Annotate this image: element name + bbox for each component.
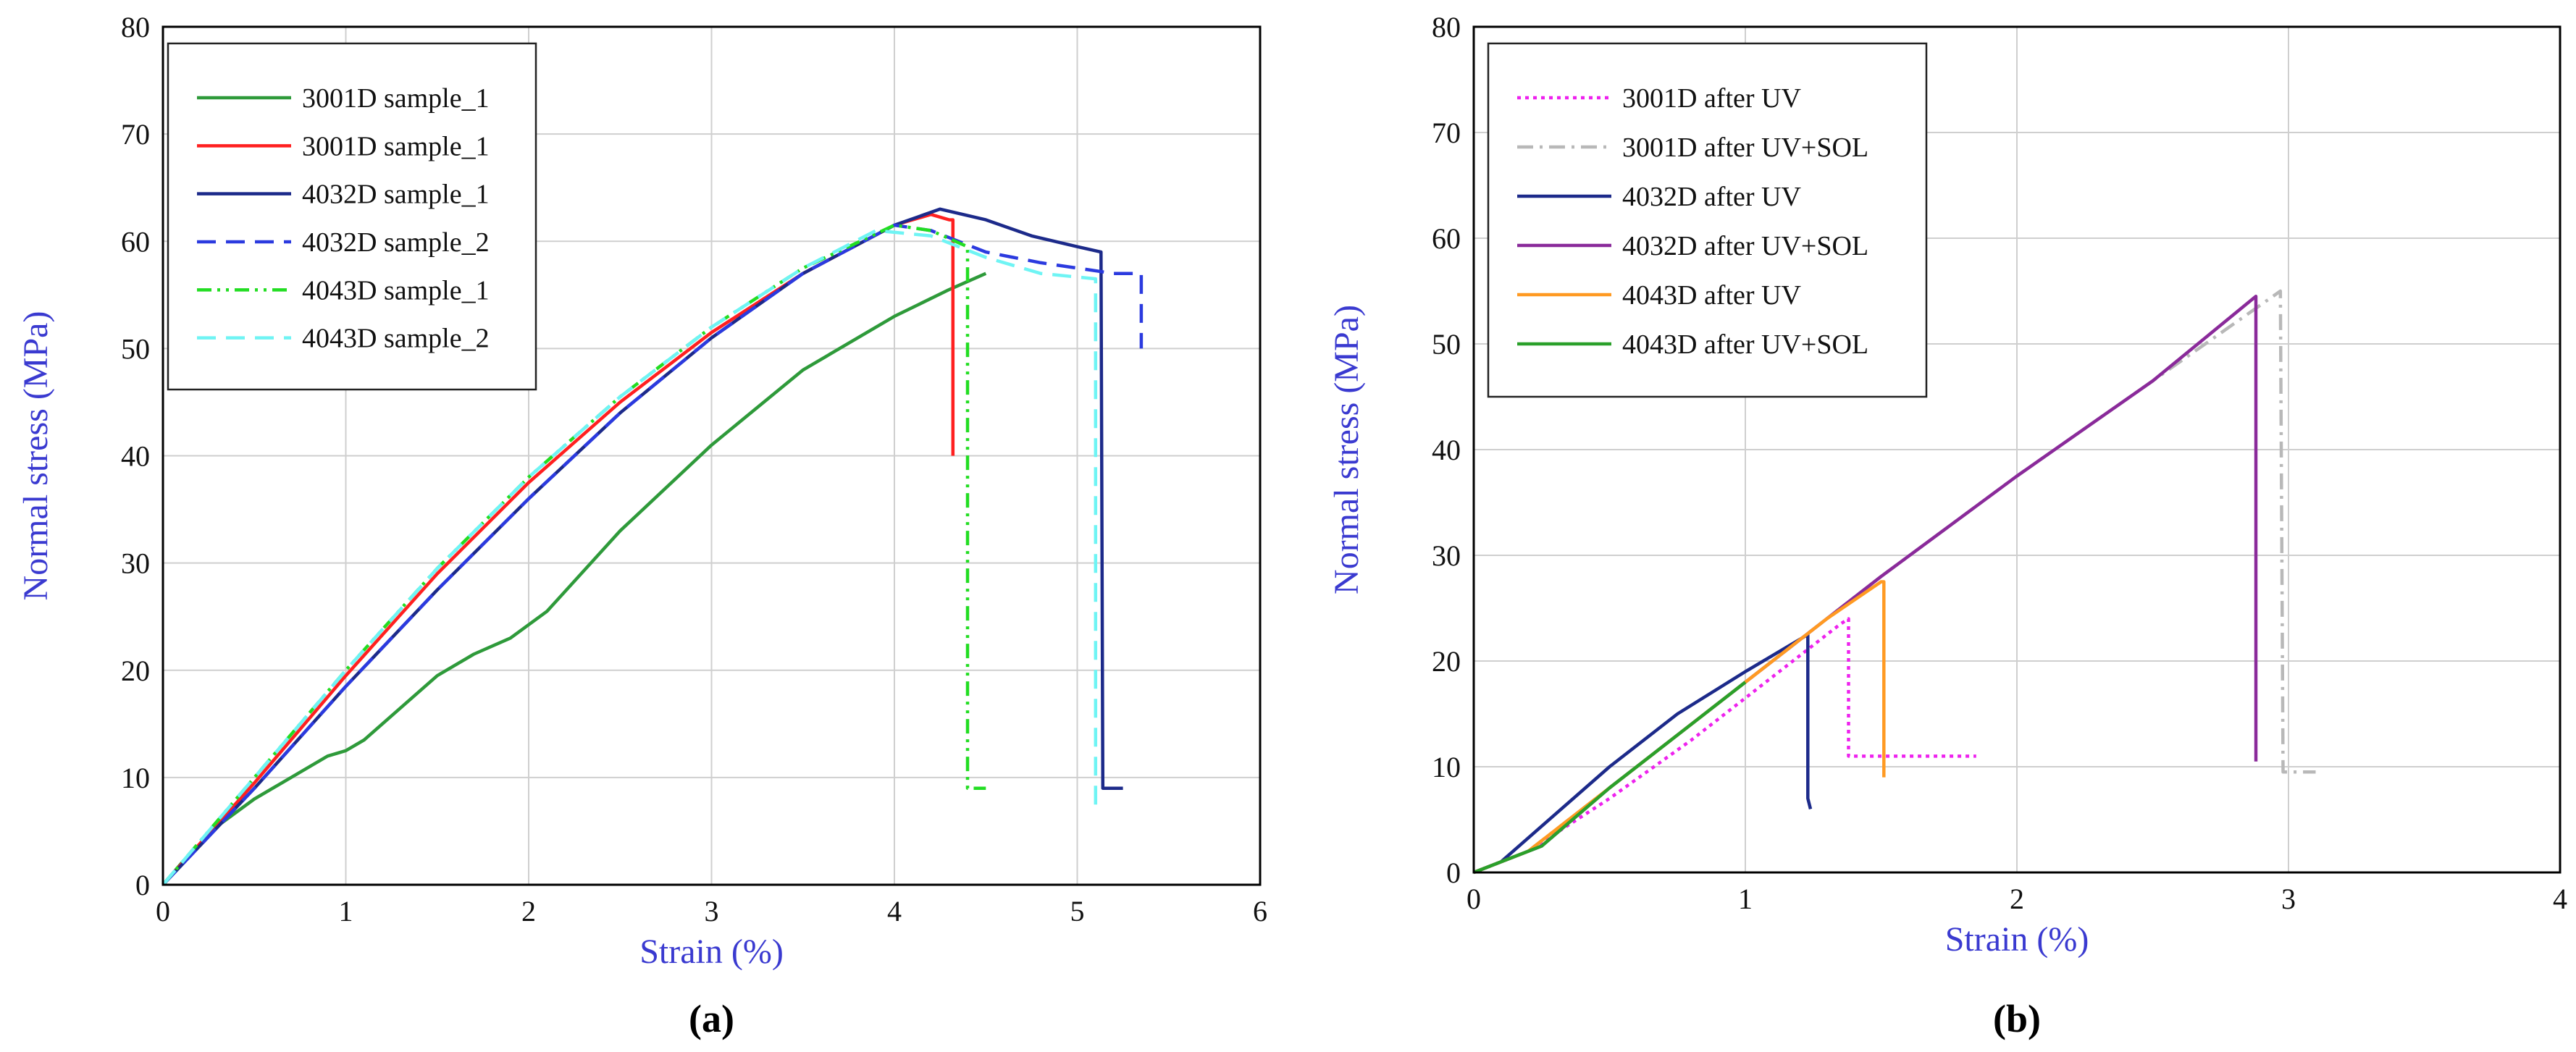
legend-label: 3001D sample_1 [302,83,490,114]
legend-label: 3001D sample_1 [302,131,490,161]
x-tick-label: 2 [2010,883,2024,915]
legend-label: 4043D sample_1 [302,275,490,306]
y-tick-label: 0 [135,869,150,901]
panel-b-series [1473,289,2316,875]
x-tick-label: 1 [1738,883,1753,915]
panel-a-series [161,207,1144,886]
legend-label: 4032D after UV+SOL [1622,231,1868,261]
y-tick-label: 50 [1432,328,1461,361]
panel-b-y-axis-title: Normal stress (MPa) [1327,305,1366,594]
legend-box [1487,42,1928,398]
y-tick-label: 50 [121,332,150,365]
legend-label: 4043D after UV+SOL [1622,329,1868,360]
y-tick-label: 10 [121,762,150,794]
panel-b-legend: 3001D after UV 3001D after UV+SOL 4032D af… [1487,42,1928,398]
y-tick-label: 70 [121,118,150,151]
y-tick-label: 10 [1432,751,1461,783]
y-tick-label: 60 [121,225,150,258]
panel-a-plot-frame [161,25,1262,886]
panel-b-label: (b) [1993,997,2041,1040]
y-tick-label: 20 [1432,645,1461,678]
legend-label: 3001D after UV+SOL [1622,132,1868,163]
y-tick-label: 0 [1446,857,1461,889]
series-line-6 [161,229,1098,886]
y-tick-label: 80 [121,11,150,43]
legend-label: 4032D sample_1 [302,180,490,210]
panel-b-plot-frame [1472,25,2562,874]
x-tick-label: 4 [2553,883,2567,915]
y-tick-label: 80 [1432,11,1461,43]
x-tick-label: 0 [156,895,170,927]
y-tick-label: 40 [121,440,150,473]
series-line-1 [161,272,987,886]
y-tick-label: 60 [1432,222,1461,255]
series-line-2 [161,212,955,886]
legend-label: 4032D after UV [1622,182,1801,212]
series-line-6 [1473,681,1747,875]
y-tick-label: 30 [121,547,150,580]
panel-a-y-axis-title: Normal stress (MPa) [17,311,55,601]
y-tick-label: 70 [1432,117,1461,149]
legend-label: 4043D after UV [1622,280,1801,311]
x-tick-label: 0 [1467,883,1481,915]
x-tick-label: 3 [705,895,719,927]
y-tick-label: 20 [121,655,150,687]
x-tick-label: 1 [339,895,353,927]
x-tick-label: 2 [521,895,536,927]
series-line-3 [1473,633,1813,875]
panel-b-x-axis-title: Strain (%) [1945,920,2089,959]
panel-a-label: (a) [689,997,734,1040]
x-tick-label: 3 [2281,883,2296,915]
series-line-5 [1473,580,1886,875]
y-tick-label: 30 [1432,539,1461,572]
x-tick-label: 6 [1253,895,1267,927]
panel-a-x-axis-title: Strain (%) [639,933,784,971]
legend-label: 4043D sample_2 [302,324,490,354]
panel-a-legend: 3001D sample_1 3001D sample_1 4032D sample… [167,42,537,391]
x-tick-label: 4 [887,895,902,927]
x-tick-label: 5 [1070,895,1085,927]
y-tick-label: 40 [1432,434,1461,466]
legend-label: 3001D after UV [1622,83,1801,114]
legend-box [167,42,537,391]
legend-label: 4032D sample_2 [302,227,490,258]
series-line-4 [161,223,1144,886]
